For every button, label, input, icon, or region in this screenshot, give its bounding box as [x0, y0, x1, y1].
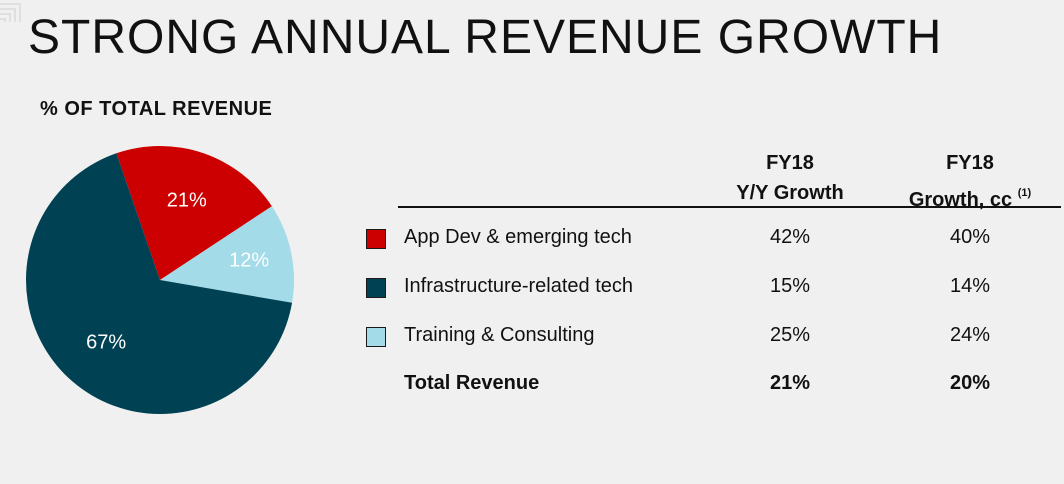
table-row-training: Training & Consulting 25% 24% — [0, 320, 1064, 360]
column-header-line1: FY18 — [766, 152, 814, 174]
row-label: Total Revenue — [404, 372, 540, 394]
growth-cc-value: 24% — [949, 324, 991, 346]
pie-slice-training — [160, 206, 294, 303]
page-title: STRONG ANNUAL REVENUE GROWTH — [28, 11, 943, 64]
pie-label-infrastructure: 67% — [86, 332, 126, 354]
column-header-line2: Y/Y Growth — [736, 182, 844, 204]
row-label: Infrastructure-related tech — [404, 275, 633, 297]
pie-label-training: 12% — [229, 250, 269, 272]
table-header-rule — [398, 206, 1061, 208]
growth-cc-value: 20% — [949, 372, 991, 394]
row-label: Training & Consulting — [404, 324, 595, 346]
column-header-line2: Growth, cc (1) — [885, 178, 1055, 215]
table-row-infrastructure: Infrastructure-related tech 15% 14% — [0, 271, 1064, 311]
footnote-marker: (1) — [1017, 187, 1032, 199]
pie-slice-app-dev — [116, 146, 272, 280]
yy-growth-value: 21% — [769, 372, 811, 394]
legend-swatch-infrastructure — [366, 278, 386, 298]
pie-slice-infrastructure — [25, 153, 293, 415]
yy-growth-value: 42% — [769, 226, 811, 248]
row-label: App Dev & emerging tech — [404, 226, 632, 248]
yy-growth-value: 25% — [769, 324, 811, 346]
legend-swatch-training — [366, 327, 386, 347]
column-header-text: Growth, cc — [908, 189, 1013, 211]
yy-growth-value: 15% — [769, 275, 811, 297]
corner-decoration — [0, 0, 26, 22]
table-row-app-dev: App Dev & emerging tech 42% 40% — [0, 222, 1064, 262]
growth-cc-value: 40% — [949, 226, 991, 248]
column-header-growth-cc: FY18 Growth, cc (1) — [885, 148, 1055, 215]
revenue-pie-chart: 21% 12% 67% — [25, 146, 294, 415]
chart-title: % OF TOTAL REVENUE — [40, 98, 273, 120]
growth-cc-value: 14% — [949, 275, 991, 297]
column-header-yy-growth: FY18 Y/Y Growth — [700, 148, 880, 208]
table-row-total: Total Revenue 21% 20% — [0, 368, 1064, 408]
pie-label-app-dev: 21% — [167, 190, 207, 212]
legend-swatch-app-dev — [366, 229, 386, 249]
column-header-line1: FY18 — [946, 152, 994, 174]
